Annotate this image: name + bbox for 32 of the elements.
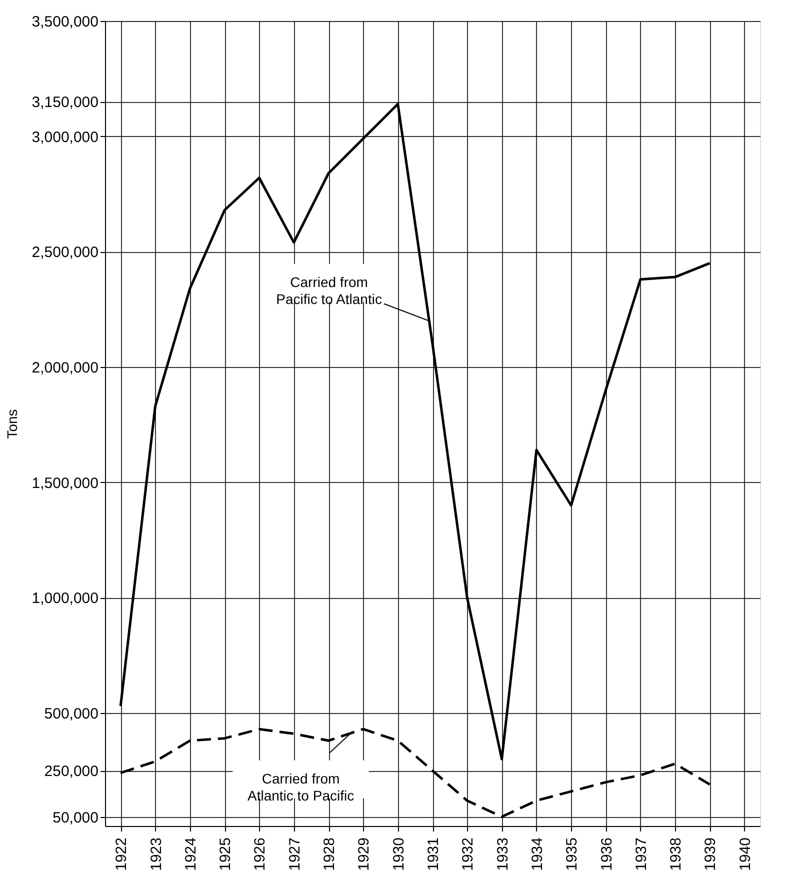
x-tick-label: 1928 xyxy=(321,838,338,871)
x-tick-label: 1931 xyxy=(425,838,442,871)
y-tick-label: 2,500,000 xyxy=(32,244,98,262)
x-tick-label: 1926 xyxy=(252,838,269,871)
x-tick-label: 1924 xyxy=(182,838,200,871)
y-tick-label: 3,500,000 xyxy=(32,14,98,30)
x-tick-label: 1936 xyxy=(598,838,616,871)
y-tick-label: 1,500,000 xyxy=(32,474,98,492)
x-tick-label: 1933 xyxy=(494,838,512,871)
y-tick-label: 50,000 xyxy=(52,809,98,826)
x-tick-label: 1938 xyxy=(668,838,685,871)
y-axis-title: Tons xyxy=(4,409,20,439)
x-tick-label: 1939 xyxy=(702,838,720,871)
y-tick-label: 3,150,000 xyxy=(32,94,98,112)
x-tick-label: 1923 xyxy=(148,838,165,871)
x-tick-label: 1940 xyxy=(736,838,754,871)
annotation: Carried from Atlantic to Pacific xyxy=(247,770,354,804)
y-tick-label: 250,000 xyxy=(44,763,98,780)
y-tick-label: 500,000 xyxy=(44,705,98,722)
x-tick-label: 1934 xyxy=(528,838,546,871)
x-tick-label: 1927 xyxy=(286,838,304,871)
x-tick-label: 1929 xyxy=(356,838,373,871)
x-tick-label: 1937 xyxy=(632,838,650,871)
x-tick-label: 1925 xyxy=(217,838,234,871)
y-tick-label: 2,000,000 xyxy=(32,359,98,376)
x-tick-label: 1930 xyxy=(390,838,408,871)
x-tick-label: 1922 xyxy=(113,838,130,871)
y-tick-label: 1,000,000 xyxy=(32,590,98,608)
x-tick-label: 1935 xyxy=(564,838,581,871)
y-tick-label: 3,000,000 xyxy=(32,128,98,146)
annotation: Carried from Pacific to Atlantic xyxy=(276,274,382,307)
x-tick-label: 1932 xyxy=(460,838,477,871)
